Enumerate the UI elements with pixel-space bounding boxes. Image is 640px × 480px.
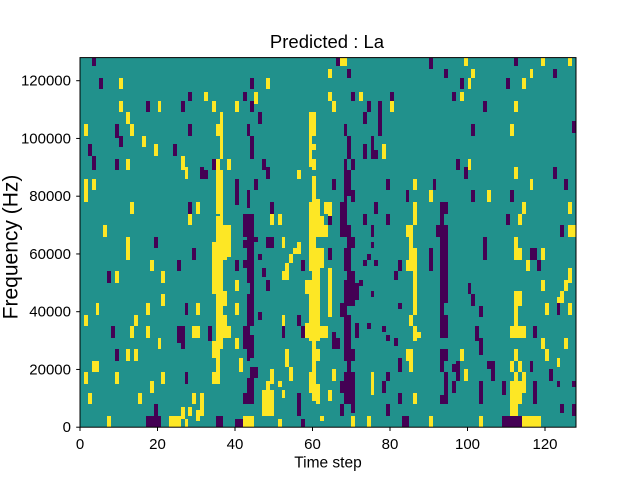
- svg-text:80: 80: [382, 436, 399, 453]
- svg-text:60: 60: [304, 436, 321, 453]
- svg-text:0: 0: [63, 419, 71, 436]
- svg-text:120000: 120000: [21, 73, 71, 90]
- svg-text:Time step: Time step: [294, 455, 361, 472]
- svg-text:40000: 40000: [29, 304, 71, 321]
- svg-text:80000: 80000: [29, 188, 71, 205]
- svg-text:120: 120: [532, 436, 557, 453]
- svg-text:100: 100: [455, 436, 480, 453]
- svg-text:40: 40: [227, 436, 244, 453]
- svg-text:Predicted : La: Predicted : La: [270, 31, 385, 52]
- svg-text:20000: 20000: [29, 361, 71, 378]
- svg-text:60000: 60000: [29, 246, 71, 263]
- svg-text:Frequency (Hz): Frequency (Hz): [0, 175, 23, 320]
- svg-text:100000: 100000: [21, 130, 71, 147]
- svg-text:20: 20: [149, 436, 166, 453]
- svg-text:0: 0: [76, 436, 84, 453]
